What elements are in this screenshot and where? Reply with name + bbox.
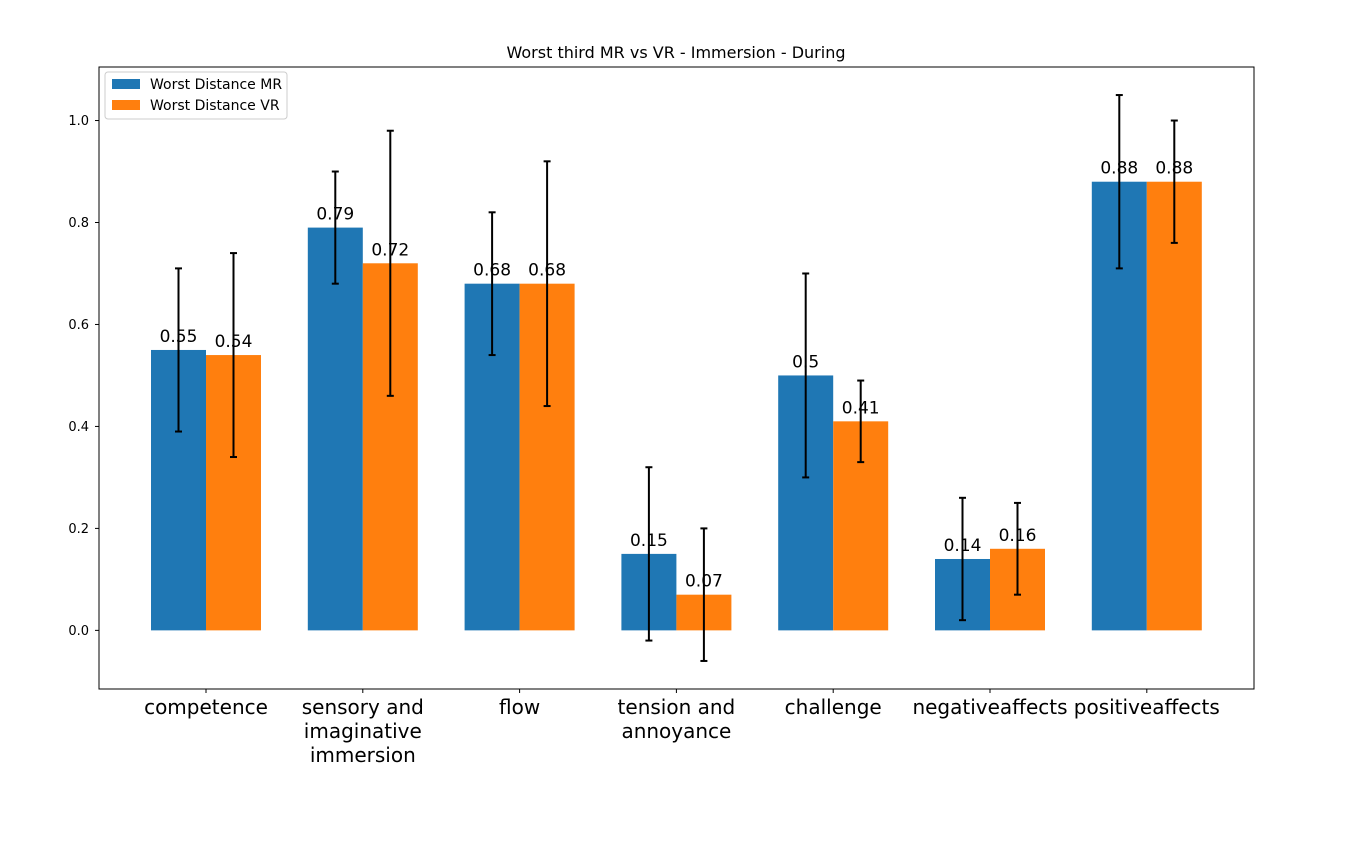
- x-tick-label: negativeaffects: [912, 695, 1067, 719]
- x-tick-label: positiveaffects: [1074, 695, 1220, 719]
- y-tick-label: 0.8: [68, 216, 89, 231]
- x-tick-label-line: sensory and: [302, 695, 424, 719]
- bar-value-label: 0.88: [1100, 159, 1138, 179]
- legend-swatch-mr: [112, 79, 140, 89]
- y-tick-label: 0.6: [68, 318, 89, 333]
- legend-label-mr: Worst Distance MR: [150, 77, 282, 93]
- bar-value-label: 0.68: [473, 261, 511, 281]
- x-tick-label: competence: [144, 695, 268, 719]
- plot-area: 0.55 0.79 0.68 0.15 0.5 0.14 0.88 0.54 0.72 0.68 0…: [68, 66, 1255, 767]
- y-tick-label: 1.0: [68, 114, 89, 129]
- bar-value-label: 0.41: [842, 398, 880, 418]
- x-tick-label-line: challenge: [785, 695, 882, 719]
- bar-value-label: 0.5: [792, 352, 819, 372]
- error-bar-vr-4: [857, 379, 865, 464]
- error-bar-mr-2: [488, 211, 496, 357]
- x-tick-label: flow: [499, 695, 540, 719]
- error-bar-mr-1: [331, 170, 339, 285]
- y-tick-label: 0.2: [68, 522, 89, 537]
- legend: Worst Distance MR Worst Distance VR: [104, 71, 288, 120]
- error-bar-vr-1: [386, 129, 394, 397]
- error-bar-mr-6: [1115, 94, 1123, 270]
- chart-title: Worst third MR vs VR - Immersion - Durin…: [507, 43, 846, 62]
- x-tick-label-line: annoyance: [621, 719, 731, 743]
- x-tick-label-line: competence: [144, 695, 268, 719]
- x-tick-label-line: negativeaffects: [912, 695, 1067, 719]
- x-tick-label-line: flow: [499, 695, 540, 719]
- bar-value-label: 0.68: [528, 261, 566, 281]
- error-bar-vr-3: [700, 527, 708, 662]
- bar-value-label: 0.72: [371, 240, 409, 260]
- x-tick-label: challenge: [785, 695, 882, 719]
- bar-mr-1: [307, 227, 363, 631]
- error-bar-vr-5: [1014, 501, 1021, 596]
- bar-value-label: 0.16: [999, 526, 1037, 546]
- bar-value-label: 0.55: [160, 327, 198, 347]
- x-tick-label: sensory and imaginative immersion: [302, 695, 424, 767]
- error-bar-mr-3: [645, 466, 653, 642]
- bar-value-label: 0.07: [685, 572, 723, 592]
- x-tick-label-line: immersion: [310, 743, 416, 767]
- bar-value-label: 0.14: [944, 536, 982, 556]
- x-tick-label-line: imaginative: [304, 719, 422, 743]
- x-tick-label: tension and annoyance: [618, 695, 736, 743]
- bar-value-label: 0.54: [215, 332, 253, 352]
- error-bar-mr-0: [175, 267, 182, 433]
- bar-value-label: 0.15: [630, 531, 668, 551]
- legend-label-vr: Worst Distance VR: [150, 98, 280, 114]
- y-tick-label: 0.0: [68, 624, 89, 639]
- legend-swatch-vr: [112, 100, 140, 110]
- bar-value-label: 0.88: [1155, 159, 1193, 179]
- error-bar-vr-6: [1170, 119, 1178, 244]
- error-bar-vr-0: [230, 252, 237, 459]
- error-bar-mr-5: [959, 496, 966, 622]
- error-bar-mr-4: [802, 272, 810, 479]
- error-bar-vr-2: [543, 160, 551, 408]
- x-tick-label-line: positiveaffects: [1074, 695, 1220, 719]
- y-tick-label: 0.4: [68, 420, 89, 435]
- bar-vr-6: [1146, 181, 1202, 631]
- bar-value-label: 0.79: [316, 205, 354, 225]
- legend-box: [104, 71, 288, 120]
- x-tick-label-line: tension and: [618, 695, 736, 719]
